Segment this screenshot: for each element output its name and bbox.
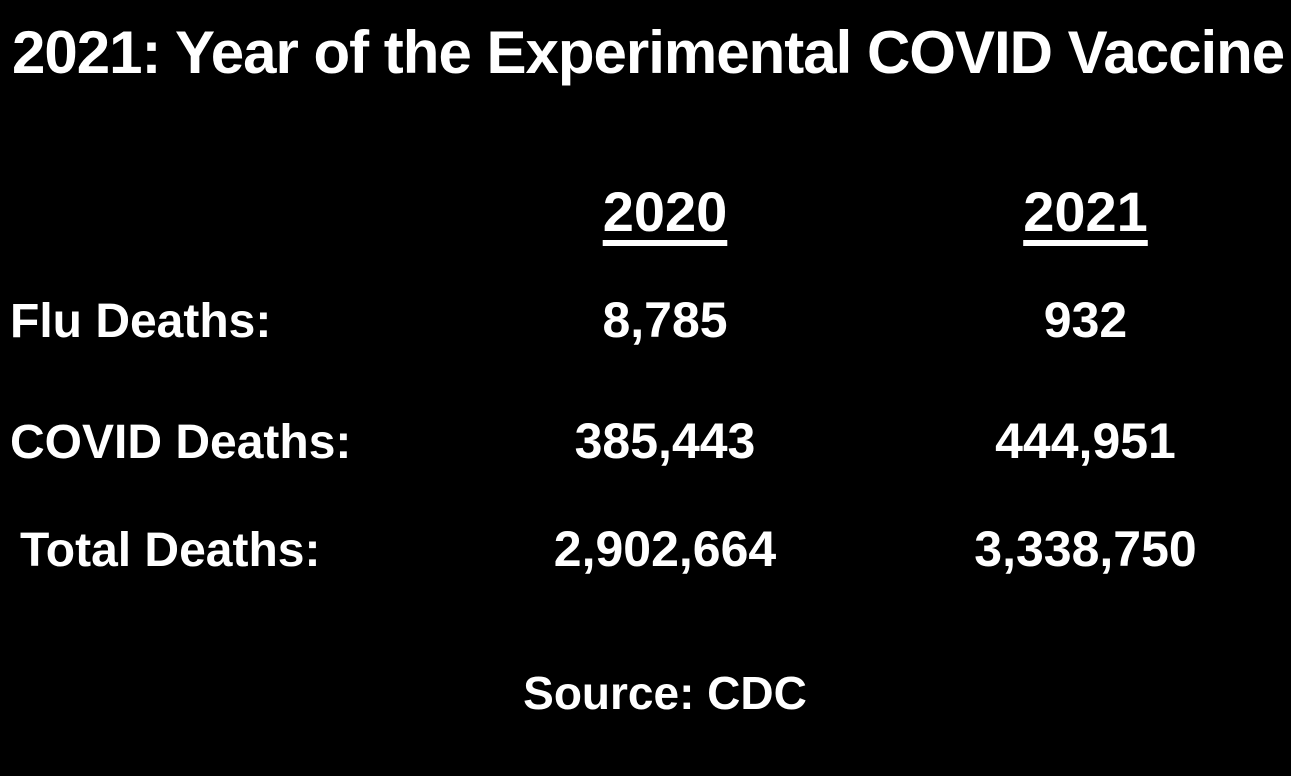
covid-deaths-2021-value: 444,951 <box>995 413 1176 469</box>
flu-deaths-2020-value: 8,785 <box>602 292 728 348</box>
source-caption: Source: CDC <box>523 667 807 719</box>
column-header-2021: 2021 <box>1023 180 1148 243</box>
table-row-covid-deaths: COVID Deaths: 385,443 444,951 <box>0 416 1291 467</box>
column-header-2020-wrap: 2020 <box>450 184 880 240</box>
total-deaths-2020-value: 2,902,664 <box>553 521 777 577</box>
row-label-covid-deaths: COVID Deaths: <box>10 416 352 469</box>
table-row-total-deaths: Total Deaths: 2,902,664 3,338,750 <box>0 524 1291 575</box>
column-header-2021-wrap: 2021 <box>880 184 1291 240</box>
table-row-flu-deaths: Flu Deaths: 8,785 932 <box>0 295 1291 346</box>
total-deaths-2021-value: 3,338,750 <box>974 521 1197 577</box>
source-row: Source: CDC <box>0 670 1291 716</box>
page-title: 2021: Year of the Experimental COVID Vac… <box>12 19 1285 86</box>
table-header-row: 2020 2021 <box>0 184 1291 240</box>
row-label-total-deaths: Total Deaths: <box>20 524 321 577</box>
flu-deaths-2021-value: 932 <box>1043 292 1128 348</box>
row-label-flu-deaths: Flu Deaths: <box>10 295 272 348</box>
covid-deaths-2020-value: 385,443 <box>574 413 756 469</box>
column-header-2020: 2020 <box>602 180 728 243</box>
